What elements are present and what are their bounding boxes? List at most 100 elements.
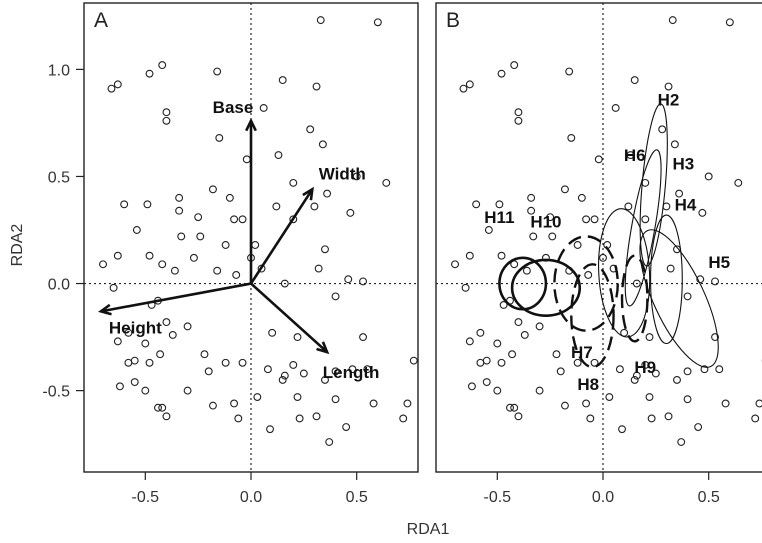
data-point: [546, 213, 555, 222]
data-point: [130, 378, 139, 387]
data-point: [124, 328, 133, 337]
data-point: [316, 16, 325, 25]
data-point: [253, 393, 262, 401]
y-tick-label: 0.5: [48, 169, 70, 186]
data-point: [675, 189, 684, 198]
data-point: [664, 82, 673, 91]
data-point: [626, 151, 635, 160]
data-point: [755, 399, 762, 408]
data-point: [630, 76, 639, 85]
data-point: [289, 360, 298, 369]
vector-label-base: Base: [213, 98, 254, 117]
data-point: [196, 232, 205, 241]
data-point: [158, 403, 167, 412]
data-point: [577, 193, 586, 202]
data-point: [666, 264, 675, 273]
data-point: [599, 253, 607, 262]
data-point: [624, 202, 633, 211]
data-point: [238, 358, 247, 367]
data-point: [299, 369, 308, 378]
data-point: [162, 318, 171, 327]
panel-label: B: [446, 9, 460, 32]
data-point: [183, 322, 192, 331]
data-point: [141, 339, 150, 348]
data-point: [535, 386, 544, 395]
data-point: [556, 367, 565, 376]
ellipse-label-h10: H10: [530, 212, 561, 231]
data-point: [482, 378, 491, 387]
data-point: [514, 318, 523, 327]
data-point: [314, 264, 323, 273]
data-point: [711, 333, 719, 342]
data-point: [263, 365, 272, 374]
data-point: [482, 356, 491, 365]
data-point: [132, 226, 141, 234]
vector-length: [250, 282, 328, 354]
data-point: [293, 393, 302, 401]
data-point: [522, 266, 531, 275]
data-point: [465, 337, 474, 346]
data-point: [321, 245, 329, 254]
data-point: [403, 399, 412, 408]
data-point: [251, 241, 260, 249]
data-point: [734, 178, 743, 187]
data-point: [274, 151, 283, 160]
data-point: [158, 61, 167, 70]
data-point: [113, 80, 122, 89]
x-axis-label: RDA1: [407, 521, 450, 538]
ellipse-label-h8: H8: [577, 375, 599, 394]
data-point: [162, 116, 171, 125]
data-point: [359, 277, 367, 286]
data-point: [611, 103, 620, 112]
data-point: [145, 358, 154, 367]
data-point: [175, 193, 184, 202]
data-point: [141, 386, 150, 395]
ellipse-label-h5: H5: [708, 253, 730, 272]
data-point: [476, 358, 485, 367]
vector-height: [100, 282, 252, 313]
vector-width: [249, 188, 314, 285]
data-point: [278, 76, 287, 85]
data-point: [514, 108, 523, 117]
data-point: [221, 241, 230, 249]
data-point: [331, 395, 340, 404]
data-point: [573, 358, 582, 367]
data-point: [700, 365, 709, 374]
data-point: [582, 399, 591, 408]
data-point: [520, 330, 529, 339]
data-point: [451, 260, 459, 269]
data-point: [208, 401, 217, 410]
data-point: [189, 253, 198, 262]
data-point: [698, 208, 707, 217]
data-point: [352, 172, 361, 181]
data-point: [645, 333, 654, 342]
data-point: [266, 425, 274, 434]
data-point: [230, 215, 239, 224]
data-point: [506, 403, 514, 412]
data-point: [467, 382, 476, 391]
vector-arrowhead-height: [97, 303, 112, 316]
vector-arrowhead-base: [245, 117, 257, 132]
data-point: [711, 277, 719, 286]
data-point: [651, 369, 660, 378]
data-point: [306, 125, 315, 134]
data-point: [272, 202, 281, 211]
data-point: [278, 375, 287, 384]
data-point: [615, 365, 624, 374]
data-point: [594, 155, 603, 164]
data-point: [493, 386, 502, 395]
data-point: [586, 414, 595, 423]
data-point: [215, 133, 224, 142]
data-point: [194, 213, 203, 222]
data-point: [620, 328, 629, 337]
data-point: [331, 367, 340, 376]
ellipse-label-h11: H11: [484, 208, 514, 227]
data-point: [113, 251, 122, 260]
ellipse-h7: [553, 235, 619, 332]
data-point: [115, 382, 124, 391]
data-point: [721, 399, 730, 408]
data-point: [162, 412, 171, 421]
data-point: [200, 350, 209, 359]
data-point: [170, 266, 179, 275]
panel-a: Base Width Height Length A -0.5 0.0 0.5 -0.5 0.0 0…: [42, 2, 419, 506]
